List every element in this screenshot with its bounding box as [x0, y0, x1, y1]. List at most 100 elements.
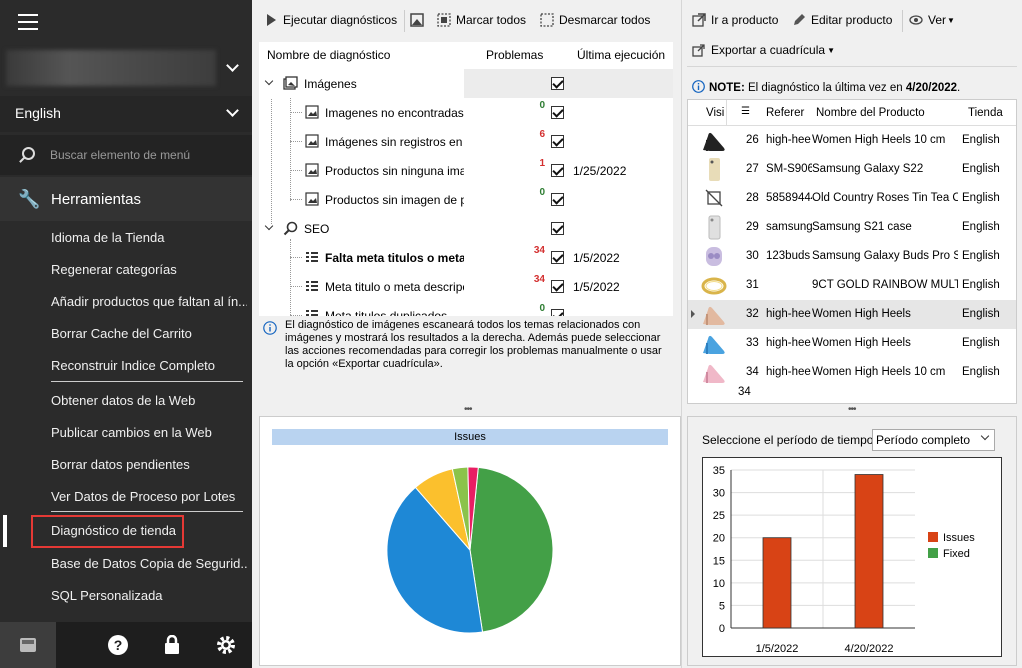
product-store: English: [962, 221, 1000, 233]
table-row[interactable]: 28 58589444Old Country Roses Tin Tea C Eng…: [688, 184, 1016, 213]
table-row[interactable]: 30 123buds Samsung Galaxy Buds Pro SM Engli…: [688, 242, 1016, 271]
table-row[interactable]: 34 high-hee Women High Heels 10 cm English: [688, 358, 1016, 387]
column-header-last-run[interactable]: Última ejecución: [577, 48, 666, 62]
tree-row[interactable]: Productos sin ninguna ima 1 1/25/2022: [259, 156, 673, 185]
menu-item[interactable]: SQL Personalizada: [51, 588, 163, 603]
menu-item[interactable]: Regenerar categorías: [51, 262, 177, 277]
lock-icon[interactable]: [144, 622, 200, 668]
problem-count: 34: [533, 245, 545, 256]
row-checkbox[interactable]: [551, 309, 564, 316]
menu-item[interactable]: Añadir productos que faltan al ín...: [51, 294, 247, 309]
menu-item[interactable]: Publicar cambios en la Web: [51, 425, 212, 440]
gear-icon[interactable]: [198, 622, 254, 668]
row-checkbox[interactable]: [551, 77, 564, 90]
column-header-reference[interactable]: Referer: [766, 107, 805, 119]
run-diagnostics-button[interactable]: Ejecutar diagnósticos: [264, 13, 397, 27]
language-label: English: [15, 105, 61, 121]
table-row[interactable]: 33 high-hee Women High Heels English: [688, 329, 1016, 358]
row-checkbox[interactable]: [551, 193, 564, 206]
goto-product-button[interactable]: Ir a producto: [692, 13, 778, 27]
diagnostic-name: Productos sin imagen de p: [325, 193, 464, 207]
pie-chart: [386, 466, 554, 634]
edit-product-button[interactable]: Editar producto: [792, 13, 892, 27]
menu-item-active[interactable]: Diagnóstico de tienda: [51, 523, 177, 538]
product-store: English: [962, 134, 1000, 146]
menu-item[interactable]: Base de Datos Copia de Segurid...: [51, 556, 247, 571]
chevron-down-icon[interactable]: [226, 59, 239, 72]
play-icon: [267, 14, 276, 26]
language-selector[interactable]: [0, 96, 252, 132]
table-row[interactable]: 29 samsung Samsung S21 case English: [688, 213, 1016, 242]
splitter-grip[interactable]: •••: [848, 404, 856, 415]
image-tool-button[interactable]: [410, 13, 429, 27]
menu-search[interactable]: Buscar elemento de menú: [0, 135, 252, 175]
diagnostic-icon: [305, 192, 319, 206]
tree-group-row[interactable]: Imágenes: [259, 69, 673, 98]
goto-label: Ir a producto: [711, 13, 779, 27]
table-row[interactable]: 27 SM-S906ISamsung Galaxy S22 English: [688, 155, 1016, 184]
product-thumbnail: [705, 189, 723, 207]
tree-row[interactable]: Falta meta titulos o meta d 34 1/5/2022: [259, 243, 673, 272]
unmark-all-button[interactable]: Desmarcar todos: [540, 13, 650, 27]
tree-row[interactable]: Imágenes sin registros en l 6: [259, 127, 673, 156]
column-header-visibility[interactable]: Visi: [706, 107, 725, 119]
menu-item[interactable]: Reconstruir Indice Completo: [51, 358, 216, 373]
splitter[interactable]: [681, 0, 682, 668]
y-tick-label: 25: [713, 510, 725, 522]
sort-icon[interactable]: ☰: [741, 106, 750, 117]
store-selector[interactable]: [6, 50, 216, 86]
help-icon[interactable]: ?: [90, 622, 146, 668]
tree-group-row[interactable]: SEO: [259, 214, 673, 243]
row-checkbox[interactable]: [551, 106, 564, 119]
column-header-problems[interactable]: Problemas: [486, 48, 544, 62]
export-grid-button[interactable]: Exportar a cuadrícula ▼: [692, 43, 835, 57]
product-name: 9CT GOLD RAINBOW MULTI (: [812, 279, 958, 291]
last-run-date: 1/25/2022: [573, 164, 627, 178]
menu-item[interactable]: Borrar Cache del Carrito: [51, 326, 192, 341]
period-select[interactable]: Período completo: [872, 429, 995, 451]
column-header-product-name[interactable]: Nombre del Producto: [816, 107, 925, 119]
tree-row[interactable]: Meta titulo o meta descripc 34 1/5/2022: [259, 272, 673, 301]
view-dropdown[interactable]: Ver ▼: [909, 13, 955, 27]
tree-line: [290, 257, 302, 258]
search-input[interactable]: Buscar elemento de menú: [50, 148, 191, 162]
hamburger-menu-icon[interactable]: [18, 14, 38, 30]
product-id: 26: [746, 134, 759, 146]
row-checkbox[interactable]: [551, 135, 564, 148]
section-header[interactable]: [0, 177, 252, 221]
tree-row[interactable]: Meta titulos duplicados 0: [259, 301, 673, 316]
bar: [762, 537, 792, 629]
mark-all-button[interactable]: Marcar todos: [437, 13, 526, 27]
row-checkbox[interactable]: [551, 280, 564, 293]
x-tick-label: 4/20/2022: [845, 643, 894, 655]
product-store: English: [962, 192, 1000, 204]
product-name: Women High Heels: [812, 337, 911, 349]
diagnostic-icon: [306, 310, 318, 316]
menu-item[interactable]: Idioma de la Tienda: [51, 230, 165, 245]
product-store: English: [962, 279, 1000, 291]
row-checkbox[interactable]: [551, 222, 564, 235]
row-checkbox[interactable]: [551, 164, 564, 177]
table-row[interactable]: 26 high-hee Women High Heels 10 cm English: [688, 126, 1016, 155]
expand-icon[interactable]: [264, 76, 274, 86]
row-checkbox[interactable]: [551, 251, 564, 264]
expand-icon[interactable]: [264, 221, 274, 231]
info-panel: El diagnóstico de imágenes escaneará tod…: [263, 319, 668, 371]
product-reference: 123buds: [766, 250, 811, 262]
tree-row[interactable]: Imagenes no encontradas 0: [259, 98, 673, 127]
menu-item[interactable]: Ver Datos de Proceso por Lotes: [51, 489, 236, 504]
column-header-store[interactable]: Tienda: [968, 107, 1003, 119]
tree-row[interactable]: Productos sin imagen de p 0: [259, 185, 673, 214]
table-row[interactable]: 31 9CT GOLD RAINBOW MULTI (English: [688, 271, 1016, 300]
column-header-name[interactable]: Nombre de diagnóstico: [267, 48, 391, 62]
store-icon[interactable]: [0, 622, 56, 668]
menu-item[interactable]: Borrar datos pendientes: [51, 457, 190, 472]
table-row[interactable]: 32 high-hee Women High Heels English: [688, 300, 1016, 329]
splitter-grip[interactable]: •••: [464, 404, 472, 415]
pie-title: Issues: [272, 429, 668, 445]
diagnostic-name: SEO: [304, 222, 330, 236]
product-thumbnail: [701, 277, 727, 295]
dropdown-arrow-icon: ▼: [947, 15, 955, 25]
menu-item[interactable]: Obtener datos de la Web: [51, 393, 196, 408]
section-title: Herramientas: [51, 191, 142, 208]
